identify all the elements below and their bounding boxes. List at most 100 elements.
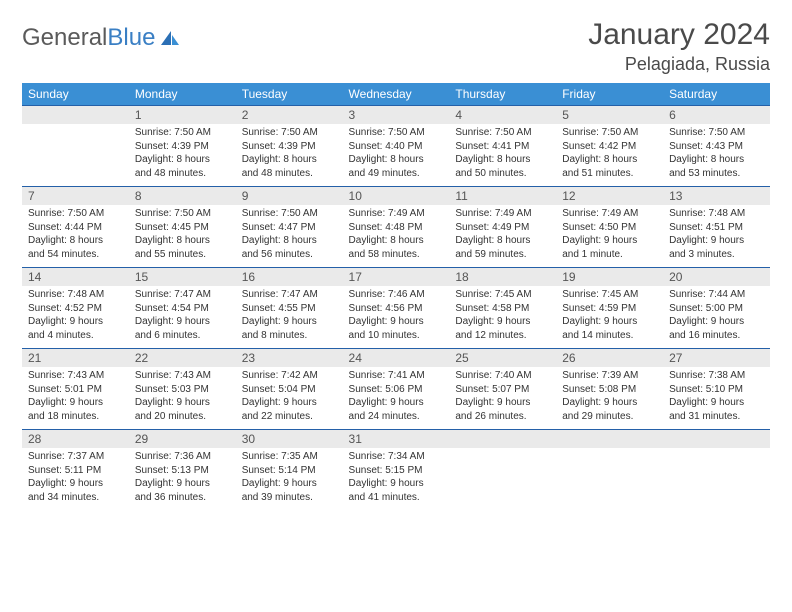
sunrise-text: Sunrise: 7:35 AM xyxy=(242,450,337,464)
day-cell: Sunrise: 7:49 AMSunset: 4:50 PMDaylight:… xyxy=(556,205,663,268)
day1-text: Daylight: 9 hours xyxy=(28,396,123,410)
day2-text: and 16 minutes. xyxy=(669,329,764,343)
day1-text: Daylight: 9 hours xyxy=(349,477,444,491)
sunset-text: Sunset: 4:56 PM xyxy=(349,302,444,316)
day-number: 16 xyxy=(236,268,343,287)
day-cell: Sunrise: 7:34 AMSunset: 5:15 PMDaylight:… xyxy=(343,448,450,510)
day1-text: Daylight: 9 hours xyxy=(349,396,444,410)
sunrise-text: Sunrise: 7:50 AM xyxy=(349,126,444,140)
day2-text: and 48 minutes. xyxy=(135,167,230,181)
logo-sail-icon xyxy=(159,29,181,47)
day2-text: and 8 minutes. xyxy=(242,329,337,343)
sunrise-text: Sunrise: 7:50 AM xyxy=(242,126,337,140)
day-number-row: 28293031 xyxy=(22,430,770,449)
day1-text: Daylight: 9 hours xyxy=(669,234,764,248)
day-cell: Sunrise: 7:50 AMSunset: 4:40 PMDaylight:… xyxy=(343,124,450,187)
day-cell: Sunrise: 7:46 AMSunset: 4:56 PMDaylight:… xyxy=(343,286,450,349)
day-cell: Sunrise: 7:49 AMSunset: 4:48 PMDaylight:… xyxy=(343,205,450,268)
day1-text: Daylight: 8 hours xyxy=(242,234,337,248)
day1-text: Daylight: 9 hours xyxy=(28,315,123,329)
sunset-text: Sunset: 4:43 PM xyxy=(669,140,764,154)
day2-text: and 14 minutes. xyxy=(562,329,657,343)
sunset-text: Sunset: 4:51 PM xyxy=(669,221,764,235)
day1-text: Daylight: 9 hours xyxy=(562,234,657,248)
sunset-text: Sunset: 4:40 PM xyxy=(349,140,444,154)
day-content-row: Sunrise: 7:50 AMSunset: 4:44 PMDaylight:… xyxy=(22,205,770,268)
day-number: 23 xyxy=(236,349,343,368)
day-number-row: 14151617181920 xyxy=(22,268,770,287)
day2-text: and 55 minutes. xyxy=(135,248,230,262)
day1-text: Daylight: 8 hours xyxy=(242,153,337,167)
sunset-text: Sunset: 5:13 PM xyxy=(135,464,230,478)
day2-text: and 4 minutes. xyxy=(28,329,123,343)
sunrise-text: Sunrise: 7:48 AM xyxy=(28,288,123,302)
day1-text: Daylight: 9 hours xyxy=(135,477,230,491)
day-cell: Sunrise: 7:50 AMSunset: 4:43 PMDaylight:… xyxy=(663,124,770,187)
day2-text: and 53 minutes. xyxy=(669,167,764,181)
day2-text: and 1 minute. xyxy=(562,248,657,262)
day-number: 4 xyxy=(449,106,556,125)
day-cell: Sunrise: 7:50 AMSunset: 4:41 PMDaylight:… xyxy=(449,124,556,187)
day-cell: Sunrise: 7:48 AMSunset: 4:51 PMDaylight:… xyxy=(663,205,770,268)
day2-text: and 51 minutes. xyxy=(562,167,657,181)
sunrise-text: Sunrise: 7:44 AM xyxy=(669,288,764,302)
weekday-header-row: Sunday Monday Tuesday Wednesday Thursday… xyxy=(22,83,770,106)
day-number: 21 xyxy=(22,349,129,368)
day2-text: and 39 minutes. xyxy=(242,491,337,505)
sunrise-text: Sunrise: 7:50 AM xyxy=(455,126,550,140)
day-number xyxy=(449,430,556,449)
day2-text: and 36 minutes. xyxy=(135,491,230,505)
day2-text: and 49 minutes. xyxy=(349,167,444,181)
day-cell: Sunrise: 7:47 AMSunset: 4:54 PMDaylight:… xyxy=(129,286,236,349)
sunrise-text: Sunrise: 7:38 AM xyxy=(669,369,764,383)
sunset-text: Sunset: 5:08 PM xyxy=(562,383,657,397)
sunset-text: Sunset: 4:42 PM xyxy=(562,140,657,154)
day1-text: Daylight: 8 hours xyxy=(455,153,550,167)
day1-text: Daylight: 8 hours xyxy=(135,153,230,167)
day-cell: Sunrise: 7:49 AMSunset: 4:49 PMDaylight:… xyxy=(449,205,556,268)
weekday-header: Tuesday xyxy=(236,83,343,106)
sunset-text: Sunset: 4:50 PM xyxy=(562,221,657,235)
day-cell: Sunrise: 7:43 AMSunset: 5:03 PMDaylight:… xyxy=(129,367,236,430)
day2-text: and 59 minutes. xyxy=(455,248,550,262)
sunrise-text: Sunrise: 7:49 AM xyxy=(349,207,444,221)
calendar-table: Sunday Monday Tuesday Wednesday Thursday… xyxy=(22,83,770,510)
day-cell xyxy=(556,448,663,510)
day-cell: Sunrise: 7:45 AMSunset: 4:58 PMDaylight:… xyxy=(449,286,556,349)
sunset-text: Sunset: 4:39 PM xyxy=(242,140,337,154)
weekday-header: Saturday xyxy=(663,83,770,106)
day1-text: Daylight: 9 hours xyxy=(455,396,550,410)
sunrise-text: Sunrise: 7:46 AM xyxy=(349,288,444,302)
sunrise-text: Sunrise: 7:39 AM xyxy=(562,369,657,383)
day1-text: Daylight: 9 hours xyxy=(242,315,337,329)
day-cell: Sunrise: 7:40 AMSunset: 5:07 PMDaylight:… xyxy=(449,367,556,430)
logo-word-2: Blue xyxy=(107,24,155,51)
day1-text: Daylight: 9 hours xyxy=(669,396,764,410)
day2-text: and 56 minutes. xyxy=(242,248,337,262)
day2-text: and 22 minutes. xyxy=(242,410,337,424)
sunset-text: Sunset: 5:03 PM xyxy=(135,383,230,397)
sunset-text: Sunset: 5:00 PM xyxy=(669,302,764,316)
day-number: 31 xyxy=(343,430,450,449)
weekday-header: Sunday xyxy=(22,83,129,106)
sunrise-text: Sunrise: 7:49 AM xyxy=(455,207,550,221)
sunset-text: Sunset: 4:45 PM xyxy=(135,221,230,235)
sunrise-text: Sunrise: 7:34 AM xyxy=(349,450,444,464)
day1-text: Daylight: 9 hours xyxy=(242,477,337,491)
day-number: 15 xyxy=(129,268,236,287)
day2-text: and 26 minutes. xyxy=(455,410,550,424)
day-cell xyxy=(22,124,129,187)
sunrise-text: Sunrise: 7:49 AM xyxy=(562,207,657,221)
day-number-row: 21222324252627 xyxy=(22,349,770,368)
day-number: 29 xyxy=(129,430,236,449)
day-cell: Sunrise: 7:43 AMSunset: 5:01 PMDaylight:… xyxy=(22,367,129,430)
sunset-text: Sunset: 4:55 PM xyxy=(242,302,337,316)
location: Pelagiada, Russia xyxy=(588,54,770,75)
day1-text: Daylight: 8 hours xyxy=(669,153,764,167)
day-number: 19 xyxy=(556,268,663,287)
sunset-text: Sunset: 4:54 PM xyxy=(135,302,230,316)
day-cell: Sunrise: 7:35 AMSunset: 5:14 PMDaylight:… xyxy=(236,448,343,510)
day-number: 28 xyxy=(22,430,129,449)
logo-word-1: General xyxy=(22,24,107,51)
day-number: 17 xyxy=(343,268,450,287)
